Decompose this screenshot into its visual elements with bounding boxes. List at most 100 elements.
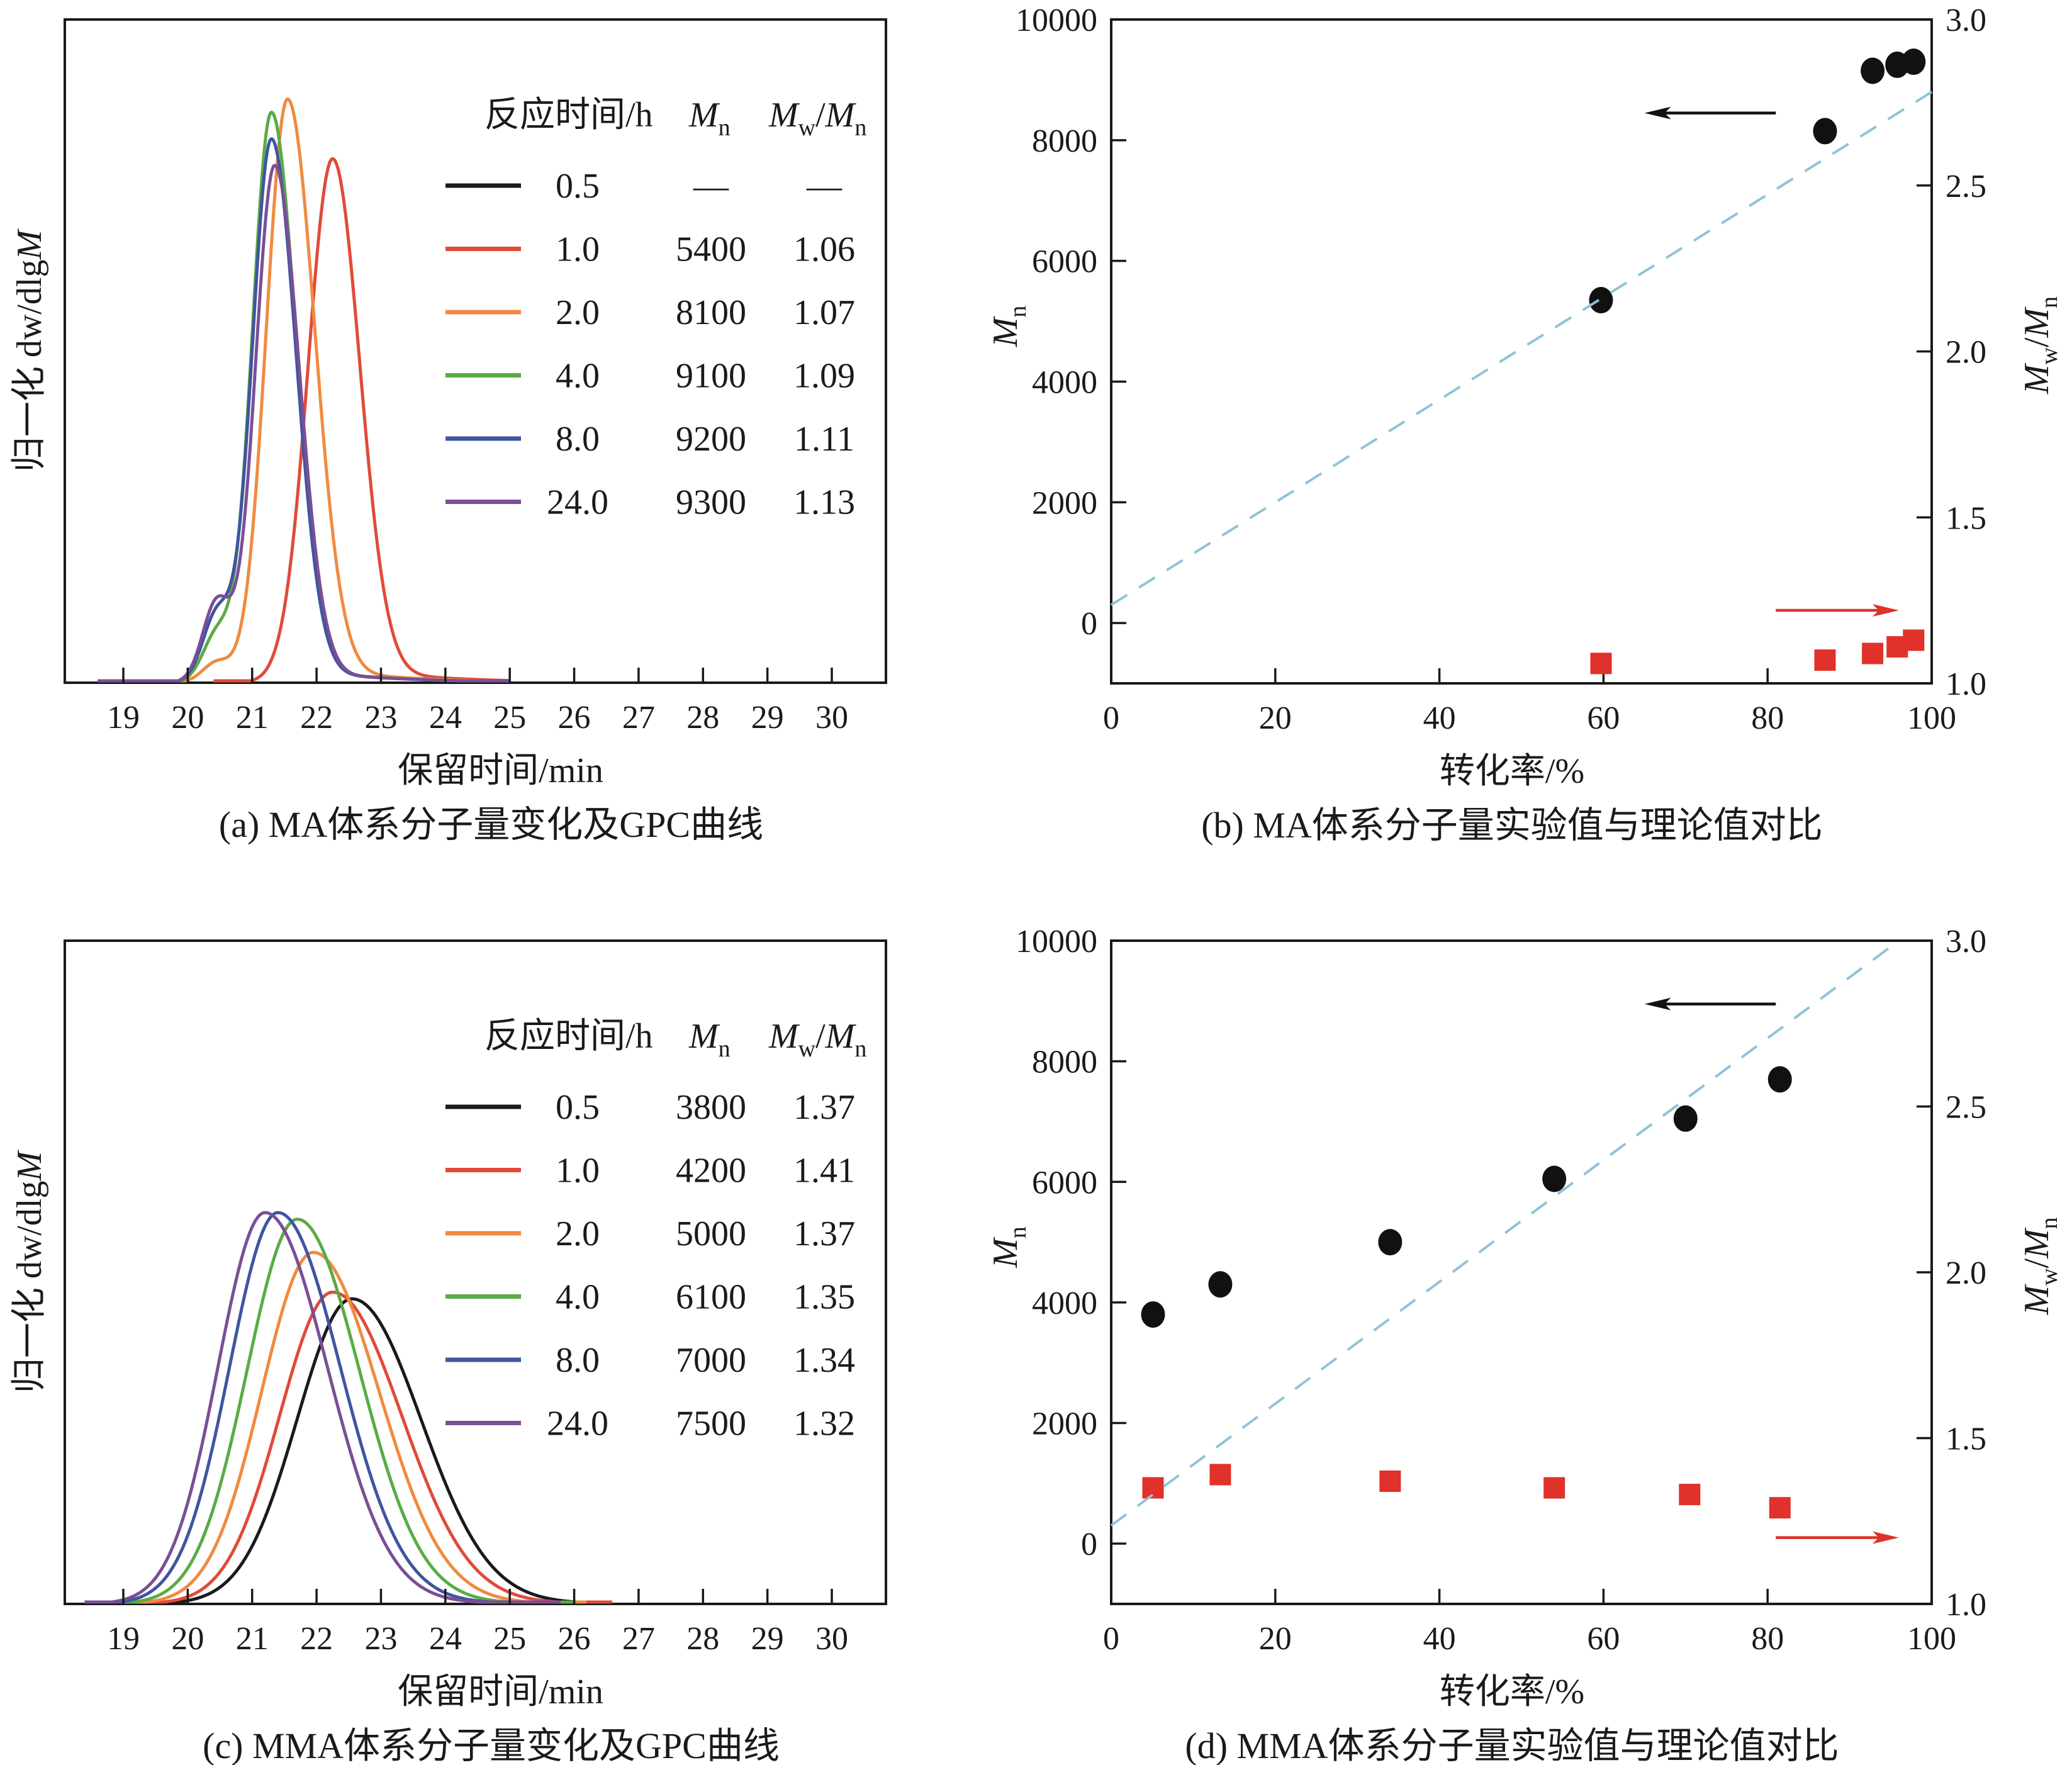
y-tick-label-right: 3.0 bbox=[1946, 924, 1986, 960]
x-tick-label: 28 bbox=[686, 1621, 719, 1657]
y-tick-label-right: 2.0 bbox=[1946, 1255, 1986, 1291]
legend-pdi: 1.41 bbox=[793, 1151, 855, 1191]
pdi-point bbox=[1142, 1477, 1164, 1499]
x-tick-label: 24 bbox=[429, 1621, 462, 1657]
x-tick-label: 23 bbox=[364, 700, 397, 736]
arrow-head bbox=[1644, 106, 1671, 120]
legend-row: 0.5 — — bbox=[445, 167, 843, 206]
legend-mn: — bbox=[693, 167, 729, 206]
x-tick-label: 25 bbox=[493, 1621, 526, 1657]
panel-d: 0 20 40 60 80 100 0 2000 4000 6000 8000 10000 1.0 1.5… bbox=[986, 924, 2063, 1765]
pdi-point bbox=[1379, 1471, 1401, 1493]
y-tick-label-right: 3.0 bbox=[1946, 3, 1986, 38]
x-tick-label: 60 bbox=[1587, 700, 1620, 736]
pdi-point bbox=[1543, 1477, 1565, 1499]
mn-point bbox=[1673, 1105, 1698, 1132]
x-tick-label: 20 bbox=[171, 700, 204, 736]
panel-caption: (b) MA体系分子量实验值与理论值对比 bbox=[1201, 805, 1823, 846]
y-tick-label-right: 2.5 bbox=[1946, 1090, 1986, 1126]
x-tick-label: 27 bbox=[622, 700, 655, 736]
panel-caption: (d) MMA体系分子量实验值与理论值对比 bbox=[1185, 1725, 1839, 1765]
legend-time: 1.0 bbox=[556, 230, 600, 269]
x-tick-label: 26 bbox=[558, 700, 591, 736]
legend-header-pdi: Mw/Mn bbox=[768, 96, 866, 141]
legend-time: 4.0 bbox=[556, 357, 600, 396]
arrow-left-axis bbox=[1644, 106, 1776, 120]
plot-frame bbox=[1110, 939, 1933, 1605]
arrow-head bbox=[1872, 1531, 1899, 1544]
x-tick-label: 22 bbox=[300, 1621, 333, 1657]
x-tick-label: 23 bbox=[364, 1621, 397, 1657]
plot-frame bbox=[64, 939, 887, 1605]
y-tick-label-left: 10000 bbox=[1016, 3, 1097, 38]
y-axis-title-right: Mw/Mn bbox=[2017, 296, 2063, 395]
x-tick-label: 80 bbox=[1751, 700, 1784, 736]
x-tick-label: 27 bbox=[622, 1621, 655, 1657]
mn-point bbox=[1208, 1271, 1233, 1298]
y-tick-label-right: 1.0 bbox=[1946, 1587, 1986, 1623]
x-tick-label: 26 bbox=[558, 1621, 591, 1657]
legend-time: 0.5 bbox=[556, 167, 600, 206]
y-tick-label-left: 6000 bbox=[1032, 1165, 1097, 1201]
y-tick-label-left: 2000 bbox=[1032, 485, 1097, 521]
theory-line bbox=[1110, 91, 1933, 607]
x-tick-label: 29 bbox=[751, 700, 784, 736]
x-tick-label: 22 bbox=[300, 700, 333, 736]
legend-pdi: 1.06 bbox=[793, 230, 855, 269]
mn-point bbox=[1141, 1301, 1165, 1328]
legend-header-mn: Mn bbox=[688, 96, 731, 141]
x-axis-title: 保留时间/min bbox=[398, 751, 603, 790]
x-tick-label: 80 bbox=[1751, 1621, 1784, 1657]
panel-caption: (c) MMA体系分子量变化及GPC曲线 bbox=[203, 1725, 780, 1765]
y-tick-label-left: 4000 bbox=[1032, 1286, 1097, 1321]
pdi-point bbox=[1862, 642, 1884, 664]
x-axis-title: 保留时间/min bbox=[398, 1673, 603, 1712]
x-tick-label: 25 bbox=[493, 700, 526, 736]
pdi-point bbox=[1769, 1497, 1791, 1519]
x-axis-title: 转化率/% bbox=[1440, 1673, 1584, 1712]
legend-pdi: 1.32 bbox=[793, 1404, 855, 1443]
arrow-left-axis bbox=[1644, 997, 1776, 1011]
y-tick-label-left: 0 bbox=[1081, 606, 1097, 642]
gpc-curve-24-0-h bbox=[84, 1211, 562, 1604]
legend-pdi: 1.37 bbox=[793, 1088, 855, 1127]
gpc-curve-2-0-h bbox=[109, 1250, 588, 1604]
legend-time: 24.0 bbox=[547, 483, 608, 522]
legend-mn: 5400 bbox=[676, 230, 746, 269]
x-tick-label: 20 bbox=[1259, 700, 1292, 736]
x-tick-label: 19 bbox=[107, 1621, 140, 1657]
legend-row: 24.0 9300 1.13 bbox=[445, 483, 855, 522]
y-tick-label-right: 2.0 bbox=[1946, 335, 1986, 371]
legend-row: 8.0 9200 1.11 bbox=[445, 420, 854, 459]
x-tick-label: 24 bbox=[429, 700, 462, 736]
y-axis-title-right: Mw/Mn bbox=[2017, 1217, 2063, 1315]
legend-time: 1.0 bbox=[556, 1151, 600, 1191]
plot-frame bbox=[1110, 18, 1933, 685]
legend-pdi: 1.09 bbox=[793, 357, 855, 396]
x-tick-label: 21 bbox=[236, 1621, 269, 1657]
theory-line bbox=[1110, 939, 1900, 1527]
arrow-right-axis bbox=[1776, 1531, 1899, 1544]
pdi-point bbox=[1209, 1464, 1231, 1486]
y-tick-label-left: 6000 bbox=[1032, 244, 1097, 280]
x-tick-label: 30 bbox=[815, 1621, 848, 1657]
pdi-point bbox=[1590, 653, 1612, 675]
legend-pdi: 1.07 bbox=[793, 293, 855, 332]
x-tick-label: 40 bbox=[1423, 1621, 1456, 1657]
legend-row: 4.0 6100 1.35 bbox=[445, 1278, 855, 1317]
gpc-curve-24-0-h bbox=[96, 164, 510, 683]
legend-pdi: 1.34 bbox=[793, 1341, 855, 1380]
y-tick-label-left: 8000 bbox=[1032, 123, 1097, 159]
legend-row: 1.0 4200 1.41 bbox=[445, 1151, 855, 1191]
y-axis-title: 归一化 dw/dlgM bbox=[10, 228, 49, 473]
legend-time: 2.0 bbox=[556, 293, 600, 332]
gpc-curve-0-5-h bbox=[122, 1297, 594, 1604]
x-tick-label: 60 bbox=[1587, 1621, 1620, 1657]
legend-row: 2.0 5000 1.37 bbox=[445, 1214, 855, 1253]
legend-pdi: 1.35 bbox=[793, 1278, 855, 1317]
mn-point bbox=[1378, 1229, 1403, 1256]
x-tick-label: 0 bbox=[1103, 1621, 1119, 1657]
mn-point bbox=[1767, 1066, 1792, 1093]
y-tick-label-right: 1.5 bbox=[1946, 1421, 1986, 1457]
